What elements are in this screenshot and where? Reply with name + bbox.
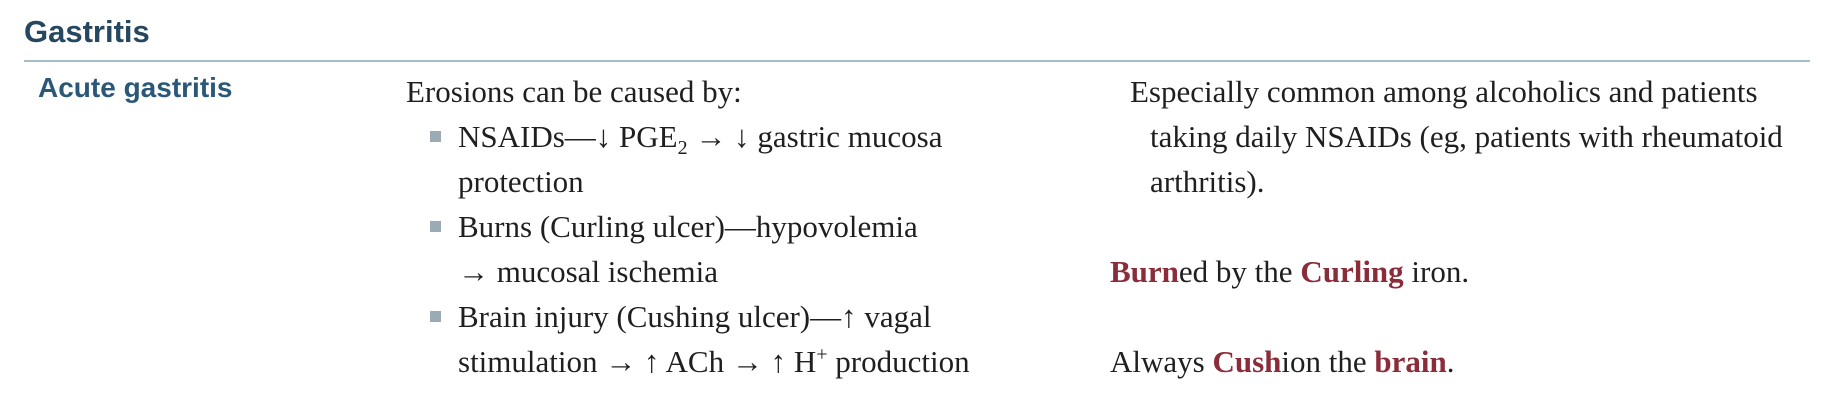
bullet-text: Burns (Curling ulcer)—hypovolemia [458, 209, 918, 244]
section-title: Gastritis [24, 14, 150, 49]
superscript: + [816, 343, 828, 366]
mnemonic-highlight: brain [1374, 344, 1447, 379]
bullet-text: vagal stimulation → [458, 299, 932, 379]
bullet-text: PGE [611, 119, 678, 154]
bullet-text: Brain injury (Cushing ulcer)— [458, 299, 842, 334]
note-common: Especially common among alcoholics and p… [1130, 74, 1783, 199]
up-arrow-icon: ↑ [770, 344, 787, 379]
bullet-nsaids: NSAIDs—↓ PGE2 → ↓ gastric mucosa protect… [406, 114, 1066, 204]
down-arrow-icon: ↓ [595, 119, 612, 154]
bullet-text: H [786, 344, 817, 379]
bullet-marker-icon [430, 311, 441, 322]
note-text: . [1446, 344, 1455, 379]
note-curling: Burned by the Curling iron. [1110, 249, 1810, 294]
bullet-text: → mucosal ischemia [458, 254, 718, 289]
subscript: 2 [677, 137, 688, 160]
right-arrow-icon: → [687, 119, 735, 154]
note-text: ed by the [1178, 254, 1301, 289]
up-arrow-icon: ↑ [644, 344, 660, 379]
up-arrow-icon: ↑ [841, 299, 857, 334]
bullet-text: gastric mucosa protection [458, 119, 943, 199]
note-cushing: Always Cushion the brain. [1110, 339, 1810, 384]
down-arrow-icon: ↓ [734, 119, 750, 154]
bullet-brain-injury: Brain injury (Cushing ulcer)—↑ vagal sti… [406, 294, 1066, 384]
note-text: iron. [1403, 254, 1470, 289]
bullet-text: ACh → [659, 344, 771, 379]
bullet-marker-icon [430, 221, 441, 232]
mnemonic-highlight: Curling [1300, 254, 1404, 289]
mnemonic-highlight: Cush [1212, 344, 1282, 379]
bullet-text: NSAIDs— [458, 119, 596, 154]
bullet-marker-icon [430, 131, 441, 142]
note-text: Always [1110, 344, 1213, 379]
row-label: Acute gastritis [38, 72, 233, 103]
bullet-burns: Burns (Curling ulcer)—hypovolemia → muco… [406, 204, 1066, 294]
notes-column: Especially common among alcoholics and p… [1110, 69, 1810, 384]
section-divider [24, 60, 1810, 62]
causes-column: Erosions can be caused by: NSAIDs—↓ PGE2… [406, 69, 1066, 384]
note-text: ion the [1281, 344, 1375, 379]
causes-intro: Erosions can be caused by: [406, 74, 742, 109]
bullet-text: production [827, 344, 970, 379]
mnemonic-highlight: Burn [1110, 254, 1179, 289]
